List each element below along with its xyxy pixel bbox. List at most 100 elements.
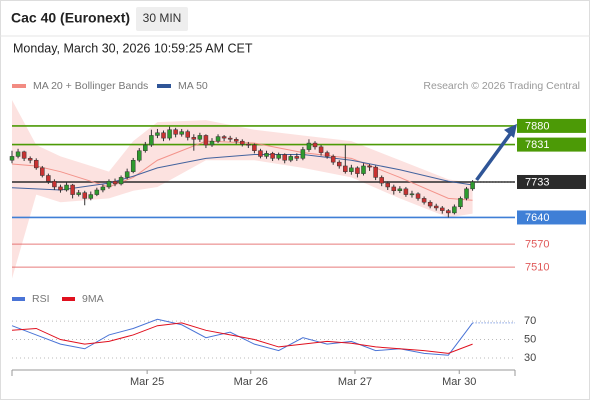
candle-body bbox=[264, 153, 269, 157]
candle-body bbox=[252, 144, 257, 151]
candle-body bbox=[130, 159, 136, 172]
candle-body bbox=[46, 175, 51, 182]
level-label-box bbox=[517, 174, 586, 189]
level-label: 7510 bbox=[525, 261, 549, 273]
y-tick-label: 50 bbox=[524, 333, 536, 345]
y-tick-label: 30 bbox=[524, 352, 536, 364]
level-label: 7831 bbox=[525, 139, 549, 151]
candle-body bbox=[330, 156, 336, 163]
candle-body bbox=[70, 184, 75, 195]
candle-body bbox=[155, 132, 160, 136]
candle-body bbox=[470, 181, 475, 190]
level-label-box bbox=[517, 137, 586, 152]
candle-body bbox=[433, 205, 439, 209]
candle-body bbox=[361, 165, 366, 174]
candle-body bbox=[197, 135, 203, 140]
x-tick-label: Mar 27 bbox=[338, 376, 372, 388]
candle-body bbox=[282, 154, 287, 161]
candle-body bbox=[343, 165, 348, 172]
forecast-arrow bbox=[475, 131, 513, 182]
timestamp: Monday, March 30, 2026 10:59:25 AM CET bbox=[13, 41, 253, 55]
candle-body bbox=[185, 131, 190, 138]
candle-body bbox=[21, 151, 27, 159]
candle-body bbox=[112, 180, 118, 185]
candle-body bbox=[149, 135, 154, 146]
candle-body bbox=[415, 193, 421, 199]
candle-body bbox=[118, 177, 124, 185]
candle-body bbox=[215, 136, 221, 142]
candle-body bbox=[94, 189, 100, 195]
candle-body bbox=[33, 159, 39, 169]
candle-body bbox=[258, 150, 263, 157]
level-label: 7733 bbox=[525, 176, 549, 188]
candle-body bbox=[27, 158, 33, 161]
timeframe: 30 MIN bbox=[143, 11, 182, 25]
candle-body bbox=[221, 136, 227, 139]
source: Research © 2026 Trading Central bbox=[423, 80, 580, 92]
title: Cac 40 (Euronext) bbox=[11, 10, 130, 26]
candle-body bbox=[306, 142, 312, 150]
candle-body bbox=[137, 150, 142, 161]
candle-body bbox=[324, 152, 330, 157]
candle-body bbox=[464, 188, 469, 199]
x-tick-label: Mar 26 bbox=[234, 376, 268, 388]
candle-body bbox=[373, 166, 378, 178]
candle-body bbox=[367, 165, 372, 168]
candle-body bbox=[143, 144, 148, 151]
indicator-line bbox=[11, 322, 473, 354]
candle-body bbox=[337, 161, 342, 167]
candle-body bbox=[294, 156, 300, 159]
x-tick-label: Mar 30 bbox=[442, 376, 476, 388]
level-label-box bbox=[517, 118, 586, 133]
candle-body bbox=[161, 132, 166, 139]
candle-body bbox=[52, 180, 57, 188]
candle-body bbox=[440, 207, 445, 211]
candle-body bbox=[452, 206, 457, 214]
candle-body bbox=[318, 146, 324, 153]
candle-body bbox=[240, 140, 245, 145]
level-label: 7570 bbox=[525, 239, 549, 251]
candle-body bbox=[312, 142, 318, 148]
legend-label: MA 50 bbox=[178, 80, 208, 92]
candle-body bbox=[446, 210, 451, 214]
candle-body bbox=[385, 182, 390, 188]
indicator-line bbox=[11, 318, 473, 356]
candle-body bbox=[106, 180, 112, 188]
candle-body bbox=[209, 140, 215, 146]
candle-body bbox=[100, 186, 106, 191]
candle-body bbox=[227, 137, 233, 140]
candle-body bbox=[179, 131, 184, 135]
timeframe-box bbox=[136, 7, 188, 31]
candle-body bbox=[421, 198, 427, 203]
candle-body bbox=[191, 137, 197, 140]
candle-body bbox=[403, 188, 409, 195]
candle-body bbox=[88, 194, 94, 199]
candle-body bbox=[246, 143, 251, 146]
candle-body bbox=[300, 149, 306, 159]
candle-body bbox=[458, 198, 463, 208]
candle-body bbox=[391, 186, 397, 192]
level-label: 7880 bbox=[525, 120, 549, 132]
candle-body bbox=[76, 192, 81, 195]
candle-body bbox=[124, 171, 130, 178]
candle-body bbox=[355, 167, 360, 174]
legend-label: RSI bbox=[32, 293, 50, 305]
candle-body bbox=[397, 188, 403, 192]
candle-body bbox=[9, 156, 15, 161]
candle-body bbox=[379, 177, 384, 184]
candle-body bbox=[82, 192, 87, 199]
candle-body bbox=[270, 153, 275, 159]
level-label: 7640 bbox=[525, 212, 549, 224]
candle-body bbox=[64, 184, 69, 191]
candle-body bbox=[58, 186, 63, 191]
candle-body bbox=[409, 193, 415, 196]
candle-body bbox=[15, 151, 21, 157]
candle-body bbox=[167, 129, 172, 139]
candle-body bbox=[233, 139, 239, 142]
candle-body bbox=[276, 154, 281, 159]
candle-body bbox=[173, 129, 178, 135]
forecast-arrowhead bbox=[504, 123, 517, 138]
candle-body bbox=[40, 167, 45, 176]
